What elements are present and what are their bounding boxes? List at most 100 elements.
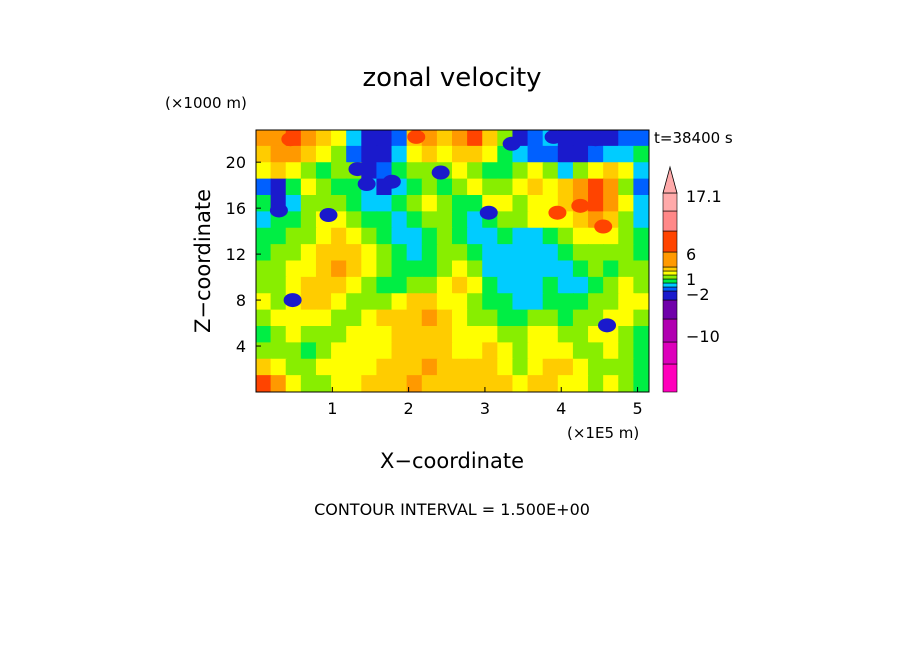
- field-cell: [512, 260, 529, 278]
- field-cell: [315, 375, 333, 392]
- field-cell: [527, 342, 544, 360]
- field-cell: [315, 276, 333, 295]
- field-cell: [391, 162, 408, 180]
- field-cell: [467, 162, 484, 180]
- field-cell: [618, 227, 635, 246]
- field-cell: [482, 145, 499, 164]
- field-cell: [361, 375, 378, 392]
- field-cell: [452, 145, 469, 164]
- field-cell: [557, 178, 574, 196]
- field-cell: [421, 195, 438, 213]
- field-feature: [479, 205, 498, 220]
- field-cell: [482, 326, 499, 344]
- field-cell: [557, 342, 574, 360]
- field-cell: [512, 293, 529, 311]
- field-cell: [256, 244, 272, 262]
- field-cell: [588, 293, 605, 311]
- field-cell: [315, 130, 333, 147]
- field-cell: [361, 358, 378, 377]
- field-cell: [376, 342, 393, 360]
- field-cell: [542, 145, 559, 164]
- field-feature: [431, 165, 450, 180]
- field-cell: [406, 375, 423, 392]
- field-cell: [436, 276, 453, 295]
- field-cell: [315, 145, 333, 164]
- field-cell: [618, 178, 635, 196]
- field-cell: [331, 162, 348, 180]
- field-cell: [346, 358, 363, 377]
- field-cell: [633, 293, 649, 311]
- field-cell: [270, 276, 287, 295]
- field-cell: [633, 227, 649, 246]
- field-cell: [527, 227, 544, 246]
- field-cell: [406, 145, 423, 164]
- x-tick-label: 2: [404, 399, 414, 418]
- colorbar: 17.1 6 1−2 −10: [662, 165, 722, 393]
- field-cell: [270, 293, 287, 311]
- field-cell: [285, 195, 302, 213]
- field-cell: [452, 195, 469, 213]
- field-cell: [256, 178, 272, 196]
- field-cell: [436, 145, 453, 164]
- field-cell: [633, 145, 649, 164]
- field-cell: [482, 358, 499, 377]
- field-cell: [346, 211, 363, 229]
- field-cell: [588, 145, 605, 164]
- colorbar-band: [662, 290, 678, 301]
- field-cell: [452, 358, 469, 377]
- field-cell: [542, 244, 559, 262]
- field-cell: [285, 145, 302, 164]
- field-cell: [361, 342, 378, 360]
- field-cell: [618, 342, 635, 360]
- colorbar-tick-label: −2: [686, 285, 710, 304]
- field-cell: [633, 195, 649, 213]
- field-cell: [300, 260, 317, 278]
- field-cell: [452, 375, 469, 392]
- field-cell: [331, 293, 348, 311]
- field-cell: [315, 162, 333, 180]
- colorbar-band: [662, 192, 678, 212]
- field-cell: [270, 178, 287, 196]
- field-feature: [269, 203, 288, 218]
- field-cell: [527, 309, 544, 327]
- field-cell: [256, 326, 272, 344]
- field-cell: [588, 276, 605, 295]
- field-cell: [633, 342, 649, 360]
- field-cell: [588, 342, 605, 360]
- colorbar-tick-label: 6: [686, 245, 696, 264]
- field-cell: [467, 244, 484, 262]
- field-cell: [633, 276, 649, 295]
- field-cell: [406, 211, 423, 229]
- colorbar-tick-label: 17.1: [686, 187, 722, 206]
- field-cell: [452, 342, 469, 360]
- field-cell: [361, 276, 378, 295]
- field-cell: [527, 145, 544, 164]
- field-cell: [452, 227, 469, 246]
- field-cell: [482, 162, 499, 180]
- field-cell: [452, 276, 469, 295]
- field-cell: [588, 178, 605, 196]
- field-cell: [300, 375, 317, 392]
- field-cell: [331, 195, 348, 213]
- field-cell: [436, 211, 453, 229]
- field-cell: [512, 211, 529, 229]
- field-cell: [542, 342, 559, 360]
- field-cell: [572, 342, 590, 360]
- field-cell: [361, 309, 378, 327]
- field-cell: [270, 358, 287, 377]
- field-cell: [618, 195, 635, 213]
- field-cell: [618, 309, 635, 327]
- field-cell: [421, 342, 438, 360]
- field-cell: [467, 178, 484, 196]
- field-cell: [603, 342, 620, 360]
- field-cell: [406, 244, 423, 262]
- field-cell: [527, 276, 544, 295]
- field-cell: [572, 276, 590, 295]
- field-cell: [300, 145, 317, 164]
- field-cell: [391, 130, 408, 147]
- field-feature: [407, 130, 426, 144]
- field-cell: [512, 326, 529, 344]
- field-cell: [300, 244, 317, 262]
- field-cell: [285, 309, 302, 327]
- field-feature: [348, 162, 367, 177]
